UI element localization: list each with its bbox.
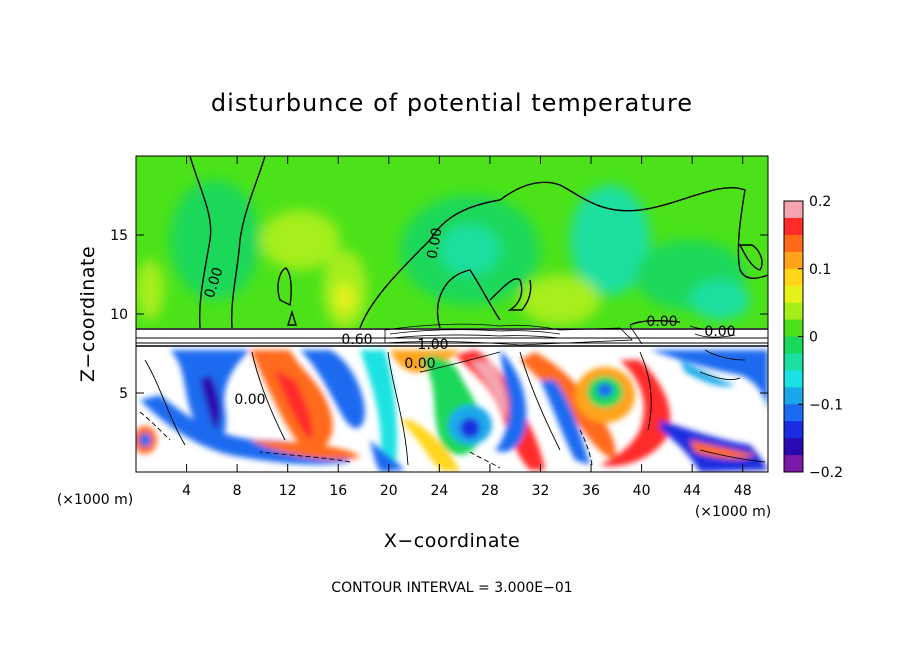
- contour-lines-lower: [139, 351, 766, 469]
- x-tick-label: 24: [430, 483, 448, 499]
- colorbar-swatch: [784, 234, 803, 253]
- colorbar-swatch: [784, 404, 803, 422]
- colorbar-swatch: [784, 353, 803, 371]
- contour-label: 0.00: [704, 324, 735, 340]
- x-tick-label: 20: [380, 483, 398, 499]
- colorbar-swatch: [784, 455, 803, 473]
- x-tick-label: 48: [734, 483, 752, 499]
- y-tick-label: 10: [110, 307, 128, 323]
- colorbar-swatch: [784, 421, 803, 439]
- y-tick-label: 15: [110, 228, 128, 244]
- colorbar-swatch: [784, 336, 803, 354]
- contour-lines: [189, 156, 768, 329]
- stable-layer-band: [136, 328, 768, 346]
- x-tick-label: 36: [582, 483, 600, 499]
- contour-cluster: [384, 323, 746, 361]
- colorbar-swatch: [784, 268, 803, 287]
- plot-area: 0.00 0.00 0.00 0.00 0.60 1.00 0.00 0.00: [136, 156, 768, 472]
- contour-label: 0.60: [341, 332, 372, 348]
- x-tick-label: 44: [683, 483, 701, 499]
- x-tick-label: 32: [532, 483, 550, 499]
- colorbar-tick-label: 0.1: [809, 262, 831, 278]
- x-axis-unit: (×1000 m): [57, 492, 133, 508]
- y-tick-label: 5: [119, 386, 128, 402]
- colorbar-tick-label: 0: [809, 330, 818, 346]
- colorbar-swatch: [784, 438, 803, 456]
- z-axis-unit: (×1000 m): [695, 504, 771, 520]
- contour-label: 0.00: [646, 314, 677, 330]
- contour-label: 0.00: [404, 356, 435, 372]
- contour-label: 0.00: [424, 227, 445, 260]
- x-tick-label: 8: [233, 483, 242, 499]
- colorbar-swatch: [784, 387, 803, 405]
- x-axis-label: X−coordinate: [384, 530, 520, 552]
- x-tick-label: 12: [279, 483, 297, 499]
- x-tick-label: 16: [329, 483, 347, 499]
- x-tick-label: 4: [182, 483, 191, 499]
- y-axis-label: Z−coordinate: [77, 246, 99, 382]
- contour-label: 0.00: [234, 392, 265, 408]
- colorbar-swatch: [784, 319, 803, 337]
- chart-title: disturbunce of potential temperature: [211, 89, 693, 117]
- colorbar-swatch: [784, 285, 803, 304]
- y-axis: 5 10 15: [110, 228, 768, 402]
- colorbar-swatch: [784, 302, 803, 321]
- contour-interval-note: CONTOUR INTERVAL = 3.000E−01: [331, 580, 572, 596]
- colorbar-swatch: [784, 251, 803, 270]
- x-axis: 4 8 12 16 20 24 28 32 36 40 44 48: [182, 156, 752, 499]
- x-tick-label: 40: [633, 483, 651, 499]
- colorbar-swatch: [784, 217, 803, 236]
- colorbar-swatch: [784, 370, 803, 388]
- x-tick-label: 28: [481, 483, 499, 499]
- colorbar-swatch: [784, 201, 803, 219]
- colorbar-tick-label: −0.1: [809, 397, 843, 413]
- contour-label-group: 0.00 0.00 0.00 0.00 0.60 1.00 0.00 0.00: [202, 227, 736, 408]
- colorbar-ticks: 0.2 0.1 0 −0.1 −0.2: [798, 194, 843, 481]
- upper-anomalies: [136, 180, 750, 330]
- lower-anomalies: [136, 350, 768, 472]
- colorbar-tick-label: 0.2: [809, 194, 831, 210]
- contour-label: 1.00: [417, 337, 448, 353]
- colorbar-tick-label: −0.2: [809, 465, 843, 481]
